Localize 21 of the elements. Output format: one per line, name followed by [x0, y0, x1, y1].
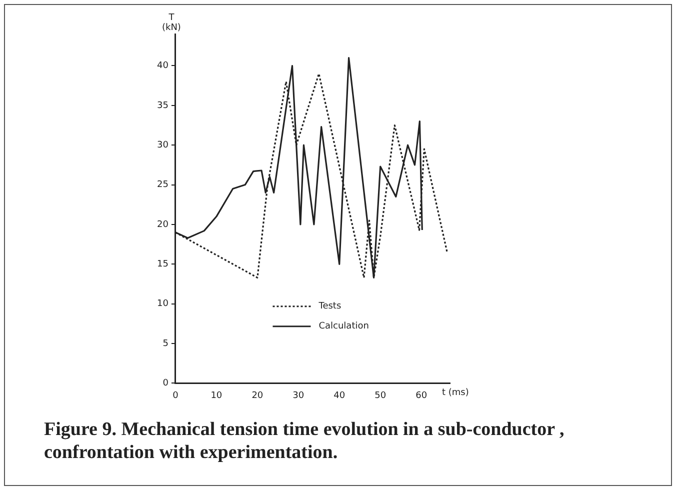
- x-tick-label: 60: [416, 390, 428, 401]
- y-tick-label: 40: [157, 61, 169, 72]
- y-tick-label: 0: [162, 378, 169, 389]
- x-tick-label: 40: [334, 390, 346, 401]
- y-tick-label: 5: [162, 338, 168, 349]
- x-tick-label: 50: [374, 390, 386, 401]
- y-tick-label: 30: [157, 140, 169, 150]
- x-tick-label: 10: [210, 390, 222, 401]
- y-tick-label: 35: [157, 100, 168, 111]
- legend-label: Calculation: [318, 322, 369, 332]
- y-axis-title: T (kN): [162, 12, 181, 33]
- legend-label: Tests: [318, 302, 342, 312]
- text: Figure 9. Mechanical tension time evolution in a sub-conductor , confrontation with experimentation.: [44, 418, 566, 464]
- y-tick-label: 20: [157, 220, 169, 230]
- x-tick-label: 20: [252, 390, 264, 401]
- x-axis-title: t (ms): [442, 388, 469, 398]
- x-tick-label: 0: [172, 390, 179, 401]
- x-tick-label: 30: [292, 390, 304, 401]
- y-tick-label: 25: [157, 180, 168, 190]
- y-tick-label: 15: [157, 260, 168, 270]
- y-tick-label: 10: [157, 299, 169, 310]
